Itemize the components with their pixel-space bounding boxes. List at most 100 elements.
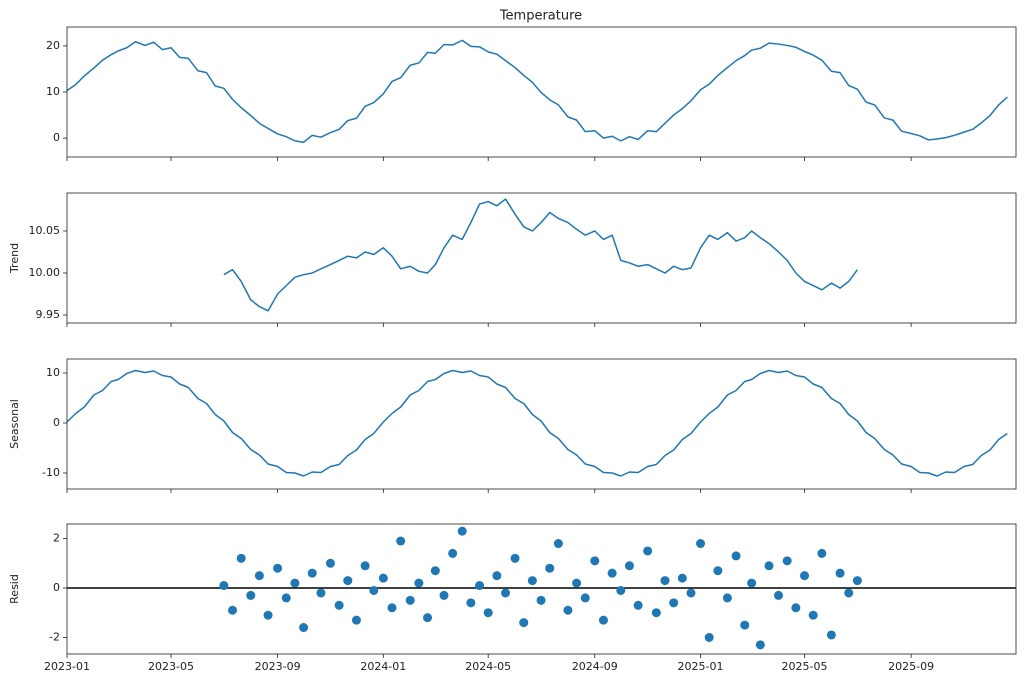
x-tick-label: 2023-01 xyxy=(44,660,90,673)
resid-point xyxy=(396,536,406,546)
resid-point xyxy=(457,526,467,536)
resid-point xyxy=(722,593,732,603)
resid-point xyxy=(817,548,827,558)
resid-point xyxy=(519,618,529,628)
resid-point xyxy=(423,613,433,623)
resid-point xyxy=(643,546,653,556)
resid-point xyxy=(290,578,300,588)
resid-point xyxy=(660,576,670,586)
resid-point xyxy=(808,610,818,620)
resid-point xyxy=(334,600,344,610)
series-line xyxy=(66,39,1008,143)
resid-point xyxy=(563,605,573,615)
y-tick-label: 0 xyxy=(53,416,60,429)
plot-frame xyxy=(66,358,1017,490)
y-axis-label: Seasonal xyxy=(8,399,21,449)
subplot: 0 10 20 xyxy=(46,26,1017,161)
y-tick-label: -10 xyxy=(42,466,60,479)
resid-point xyxy=(369,585,379,595)
y-tick-label: 9.95 xyxy=(36,308,61,321)
resid-point xyxy=(844,588,854,598)
resid-point xyxy=(835,568,845,578)
y-tick-label: -2 xyxy=(49,630,60,643)
resid-point xyxy=(764,561,774,571)
resid-point xyxy=(299,623,309,633)
resid-point xyxy=(360,561,370,571)
resid-point xyxy=(782,556,792,566)
resid-point xyxy=(263,610,273,620)
x-tick-label: 2025-09 xyxy=(888,660,934,673)
series-line xyxy=(66,369,1008,477)
resid-point xyxy=(572,578,582,588)
resid-point xyxy=(236,553,246,563)
resid-point xyxy=(624,561,634,571)
resid-point xyxy=(510,553,520,563)
series-line xyxy=(223,198,859,312)
resid-point xyxy=(731,551,741,561)
resid-point xyxy=(800,571,810,581)
y-tick-label: 10.00 xyxy=(29,266,61,279)
resid-point xyxy=(536,595,546,605)
resid-point xyxy=(755,640,765,650)
resid-point xyxy=(580,593,590,603)
resid-point xyxy=(633,600,643,610)
resid-point xyxy=(351,615,361,625)
x-tick-label: 2024-05 xyxy=(465,660,511,673)
resid-point xyxy=(414,578,424,588)
resid-point xyxy=(669,598,679,608)
resid-point xyxy=(325,558,335,568)
y-tick-label: 0 xyxy=(53,131,60,144)
resid-point xyxy=(430,566,440,576)
resid-point xyxy=(246,590,256,600)
x-tick-label: 2025-05 xyxy=(782,660,828,673)
resid-point xyxy=(852,576,862,586)
resid-point xyxy=(387,603,397,613)
resid-point xyxy=(774,590,784,600)
x-tick-label: 2024-01 xyxy=(360,660,406,673)
resid-point xyxy=(704,632,714,642)
resid-point xyxy=(466,598,476,608)
plot-frame xyxy=(66,26,1017,158)
resid-point xyxy=(475,581,485,591)
resid-point xyxy=(273,563,283,573)
subplot: -2 0 2 2023-01 2023-05 2023-09 2024-01 2024-05 2… xyxy=(8,523,1017,673)
resid-point xyxy=(405,595,415,605)
resid-point xyxy=(590,556,600,566)
resid-point xyxy=(254,571,264,581)
subplot: -10 0 10 Seasonal xyxy=(8,358,1017,493)
resid-point xyxy=(448,548,458,558)
resid-point xyxy=(228,605,238,615)
resid-point xyxy=(281,593,291,603)
resid-point xyxy=(740,620,750,630)
resid-point xyxy=(696,539,706,549)
resid-point xyxy=(826,630,836,640)
x-tick-label: 2024-09 xyxy=(572,660,618,673)
plot-frame xyxy=(66,523,1017,655)
resid-point xyxy=(747,578,757,588)
resid-point xyxy=(791,603,801,613)
chart-title: Temperature xyxy=(499,9,582,24)
y-tick-label: 2 xyxy=(53,532,60,545)
resid-point xyxy=(651,608,661,618)
resid-point xyxy=(677,573,687,583)
resid-point xyxy=(616,585,626,595)
x-tick-label: 2025-01 xyxy=(678,660,724,673)
resid-point xyxy=(553,539,563,549)
plot-frame xyxy=(66,192,1017,324)
resid-point xyxy=(307,568,317,578)
y-tick-label: 10.05 xyxy=(29,224,61,237)
resid-point xyxy=(713,566,723,576)
resid-point xyxy=(492,571,502,581)
resid-point xyxy=(545,563,555,573)
y-axis-label: Trend xyxy=(8,243,21,274)
y-tick-label: 10 xyxy=(46,366,60,379)
resid-point xyxy=(343,576,353,586)
y-axis-label: Resid xyxy=(8,574,21,604)
resid-point xyxy=(439,590,449,600)
y-tick-label: 0 xyxy=(53,581,60,594)
resid-point xyxy=(316,588,326,598)
x-tick-label: 2023-09 xyxy=(255,660,301,673)
y-tick-label: 10 xyxy=(46,85,60,98)
